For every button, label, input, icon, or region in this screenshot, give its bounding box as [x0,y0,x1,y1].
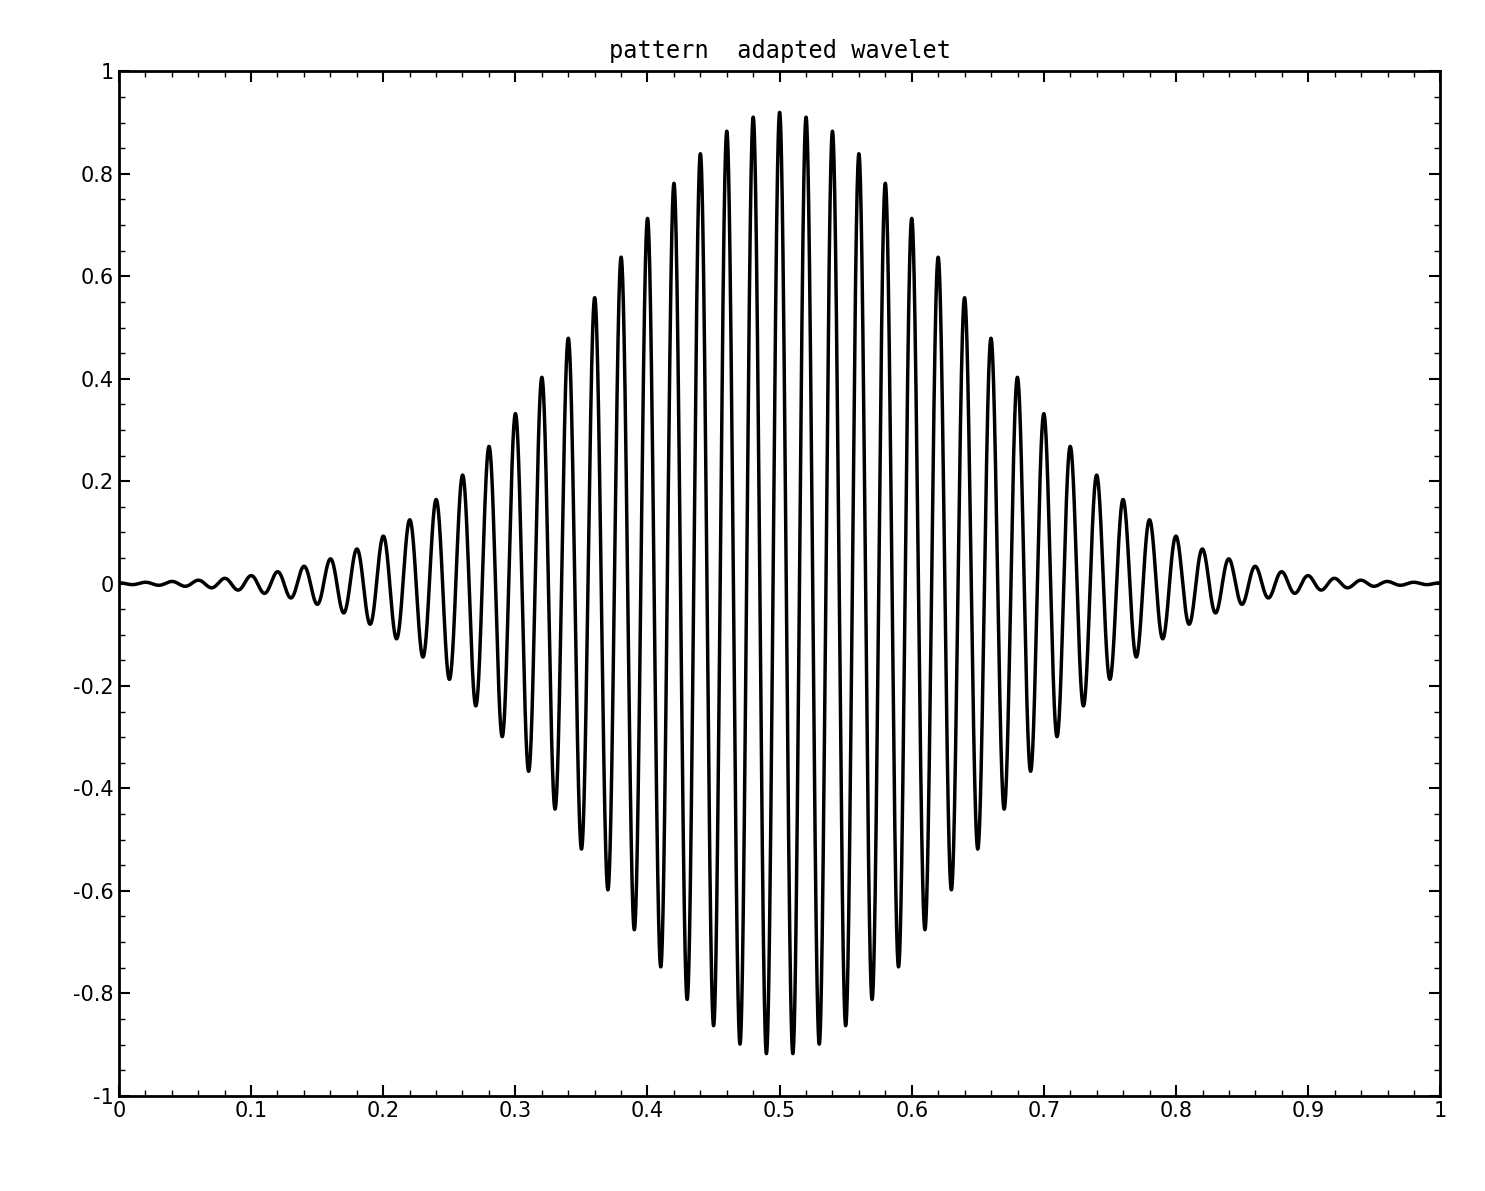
Title: pattern  adapted wavelet: pattern adapted wavelet [609,38,950,63]
